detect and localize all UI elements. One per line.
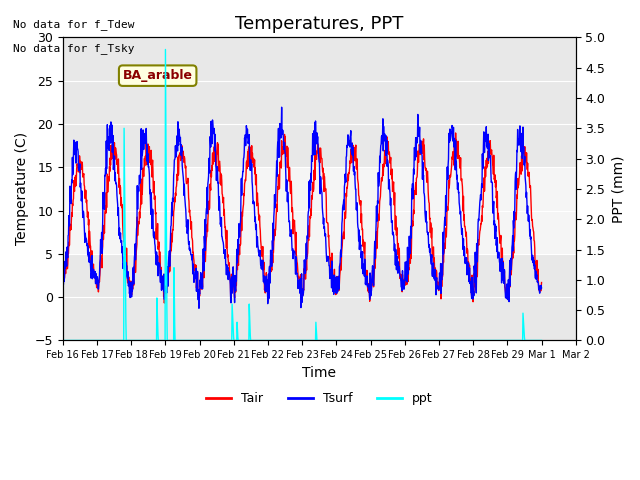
- Y-axis label: PPT (mm): PPT (mm): [611, 155, 625, 223]
- Text: No data for f_Tdew: No data for f_Tdew: [13, 19, 134, 30]
- Text: No data for f_Tsky: No data for f_Tsky: [13, 43, 134, 54]
- X-axis label: Time: Time: [302, 366, 336, 380]
- Legend: Tair, Tsurf, ppt: Tair, Tsurf, ppt: [200, 387, 438, 410]
- Bar: [63, 167, 576, 254]
- Title: Temperatures, PPT: Temperatures, PPT: [235, 15, 403, 33]
- Y-axis label: Temperature (C): Temperature (C): [15, 132, 29, 245]
- Text: BA_arable: BA_arable: [123, 69, 193, 82]
